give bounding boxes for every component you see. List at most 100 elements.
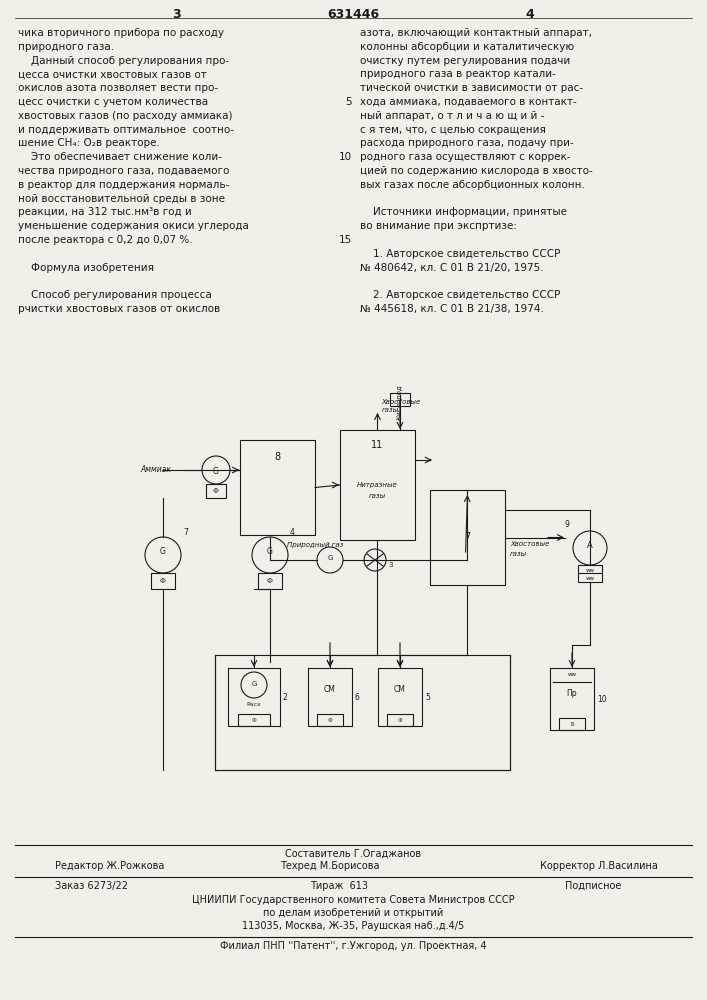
Text: во внимание при экспртизе:: во внимание при экспртизе: — [360, 221, 517, 231]
Text: Формула изобретения: Формула изобретения — [18, 263, 154, 273]
Text: чика вторичного прибора по расходу: чика вторичного прибора по расходу — [18, 28, 224, 38]
Text: азота, включающий контактный аппарат,: азота, включающий контактный аппарат, — [360, 28, 592, 38]
Text: 7: 7 — [183, 528, 188, 537]
Text: Ф: Ф — [267, 578, 273, 584]
Text: Хвостовые: Хвостовые — [382, 399, 421, 405]
Text: Ф: Ф — [327, 718, 332, 722]
Text: газы: газы — [510, 550, 527, 556]
Text: 8: 8 — [274, 452, 281, 462]
Text: уменьшение содержания окиси углерода: уменьшение содержания окиси углерода — [18, 221, 249, 231]
Text: Тираж  613: Тираж 613 — [310, 881, 368, 891]
Text: Филиал ПНП ''Патент'', г.Ужгород, ул. Проектная, 4: Филиал ПНП ''Патент'', г.Ужгород, ул. Пр… — [220, 941, 486, 951]
Text: 113035, Москва, Ж-35, Раушская наб.,д.4/5: 113035, Москва, Ж-35, Раушская наб.,д.4/… — [242, 921, 464, 931]
Text: 4: 4 — [525, 8, 534, 21]
Bar — [240, 440, 315, 535]
Text: 3: 3 — [388, 562, 392, 568]
Text: G: G — [213, 467, 219, 476]
Text: цесса очистки хвостовых газов от: цесса очистки хвостовых газов от — [18, 69, 206, 79]
Text: 15: 15 — [339, 235, 352, 245]
Bar — [308, 668, 352, 726]
Text: № 480642, кл. С 01 В 21/20, 1975.: № 480642, кл. С 01 В 21/20, 1975. — [360, 263, 544, 273]
Text: № 445618, кл. С 01 В 21/38, 1974.: № 445618, кл. С 01 В 21/38, 1974. — [360, 304, 544, 314]
Text: 11: 11 — [371, 440, 384, 450]
Text: 10: 10 — [597, 694, 607, 704]
Text: в реактор для поддержания нормаль-: в реактор для поддержания нормаль- — [18, 180, 229, 190]
Text: газы: газы — [382, 407, 399, 413]
Text: хода аммиака, подаваемого в контакт-: хода аммиака, подаваемого в контакт- — [360, 97, 577, 107]
Text: СМ: СМ — [394, 686, 406, 694]
Bar — [390, 393, 410, 406]
Text: G: G — [267, 548, 273, 556]
Text: ww: ww — [585, 576, 595, 580]
Text: колонны абсорбции и каталитическую: колонны абсорбции и каталитическую — [360, 42, 574, 52]
Text: родного газа осуществляют с коррек-: родного газа осуществляют с коррек- — [360, 152, 571, 162]
Text: 5: 5 — [346, 97, 352, 107]
Text: 3: 3 — [173, 8, 181, 21]
Bar — [430, 490, 505, 585]
Text: по делам изобретений и открытий: по делам изобретений и открытий — [263, 908, 443, 918]
Text: 1. Авторское свидетельство СССР: 1. Авторское свидетельство СССР — [360, 249, 561, 259]
Text: Природный газ: Природный газ — [287, 542, 343, 548]
Text: 631446: 631446 — [327, 8, 379, 21]
Text: Б: Б — [570, 722, 574, 726]
Text: Заказ 6273/22: Заказ 6273/22 — [55, 881, 128, 891]
Text: Источники информации, принятые: Источники информации, принятые — [360, 207, 567, 217]
Text: G: G — [251, 681, 257, 687]
Text: Корректор Л.Василина: Корректор Л.Василина — [540, 861, 658, 871]
Bar — [578, 565, 602, 582]
Text: 4: 4 — [290, 528, 295, 537]
Text: Ф: Ф — [160, 578, 166, 584]
Text: ной восстановительной среды в зоне: ной восстановительной среды в зоне — [18, 194, 225, 204]
Text: 10: 10 — [339, 152, 352, 162]
Text: 7: 7 — [464, 532, 471, 542]
Text: природного газа.: природного газа. — [18, 42, 114, 52]
Text: Способ регулирования процесса: Способ регулирования процесса — [18, 290, 212, 300]
Bar — [317, 714, 343, 726]
Text: Аммиак: Аммиак — [140, 466, 171, 475]
Text: Пр: Пр — [567, 690, 578, 698]
Text: Ф: Ф — [213, 488, 219, 494]
Text: чества природного газа, подаваемого: чества природного газа, подаваемого — [18, 166, 229, 176]
Text: вых газах после абсорбционных колонн.: вых газах после абсорбционных колонн. — [360, 180, 585, 190]
Text: шение CH₄: O₂в реакторе.: шение CH₄: O₂в реакторе. — [18, 138, 160, 148]
Text: после реактора с 0,2 до 0,07 %.: после реактора с 0,2 до 0,07 %. — [18, 235, 192, 245]
Text: цией по содержанию кислорода в хвосто-: цией по содержанию кислорода в хвосто- — [360, 166, 592, 176]
Text: Ф: Ф — [252, 718, 257, 722]
Text: 5: 5 — [425, 692, 430, 702]
Bar — [378, 668, 422, 726]
Bar — [151, 573, 175, 589]
Text: с я тем, что, с целью сокращения: с я тем, что, с целью сокращения — [360, 125, 546, 135]
Bar — [215, 655, 510, 770]
Text: Расх: Расх — [247, 702, 262, 707]
Text: Данный способ регулирования про-: Данный способ регулирования про- — [18, 56, 229, 66]
Text: G: G — [160, 548, 166, 556]
Text: Подписное: Подписное — [565, 881, 621, 891]
Text: реакции, на 312 тыс.нм³в год и: реакции, на 312 тыс.нм³в год и — [18, 207, 192, 217]
Text: Кислород: Кислород — [397, 384, 403, 420]
Text: 2: 2 — [283, 692, 288, 702]
Text: Это обеспечивает снижение коли-: Это обеспечивает снижение коли- — [18, 152, 222, 162]
Text: Редактор Ж.Рожкова: Редактор Ж.Рожкова — [55, 861, 164, 871]
Text: ный аппарат, о т л и ч а ю щ и й -: ный аппарат, о т л и ч а ю щ и й - — [360, 111, 544, 121]
Bar — [387, 714, 413, 726]
Text: тической очистки в зависимости от рас-: тической очистки в зависимости от рас- — [360, 83, 583, 93]
Text: G: G — [327, 555, 333, 561]
Text: очистку путем регулирования подачи: очистку путем регулирования подачи — [360, 56, 571, 66]
Text: рчистки хвостовых газов от окислов: рчистки хвостовых газов от окислов — [18, 304, 221, 314]
Text: A: A — [587, 542, 593, 550]
Text: ЦНИИПИ Государственного комитета Совета Министров СССР: ЦНИИПИ Государственного комитета Совета … — [192, 895, 514, 905]
Text: Нитразные: Нитразные — [357, 482, 398, 488]
Text: цесс очистки с учетом количества: цесс очистки с учетом количества — [18, 97, 208, 107]
Bar — [228, 668, 280, 726]
Bar — [550, 668, 594, 730]
Bar — [559, 718, 585, 730]
Text: СМ: СМ — [324, 686, 336, 694]
Text: ww: ww — [585, 568, 595, 572]
Bar — [238, 714, 269, 726]
Text: природного газа в реактор катали-: природного газа в реактор катали- — [360, 69, 556, 79]
Text: расхода природного газа, подачу при-: расхода природного газа, подачу при- — [360, 138, 574, 148]
Text: окислов азота позволяет вести про-: окислов азота позволяет вести про- — [18, 83, 218, 93]
Bar — [206, 484, 226, 498]
Text: 6: 6 — [355, 692, 360, 702]
Bar — [340, 430, 415, 540]
